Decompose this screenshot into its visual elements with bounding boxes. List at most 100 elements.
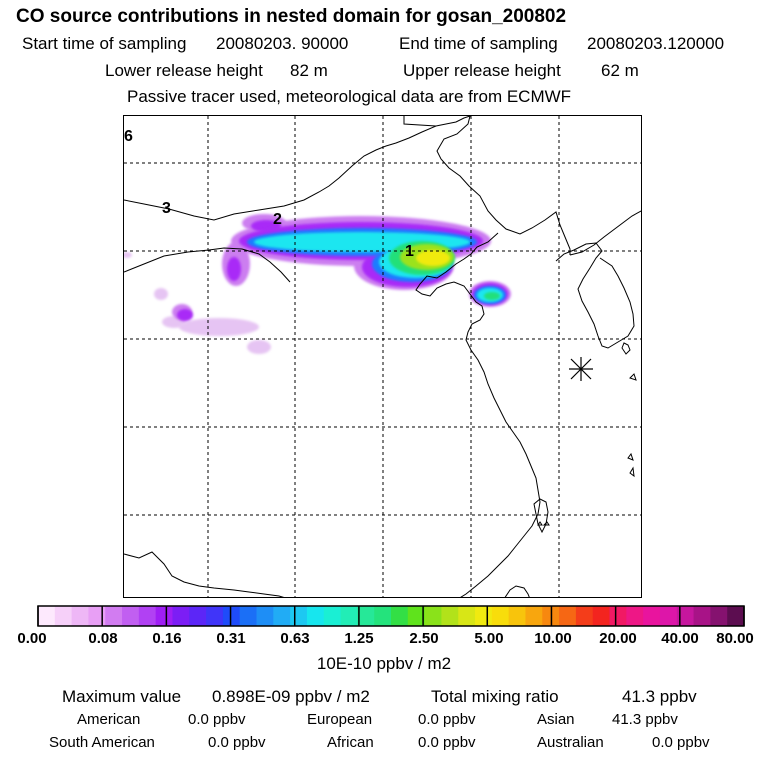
- border-line: [403, 116, 437, 127]
- china-province-border-line: [124, 247, 291, 283]
- colorbar-swatch: [54, 606, 73, 626]
- colorbar-swatch: [643, 606, 661, 626]
- colorbar-swatch: [206, 606, 224, 626]
- total-mixing-ratio-value: 41.3 ppbv: [622, 687, 697, 706]
- colorbar-tick-label: 2.50: [409, 630, 439, 647]
- australian-label: Australian: [537, 734, 604, 751]
- colorbar-tick-label: 40.00: [661, 630, 699, 647]
- colorbar-tick-label: 10.00: [534, 630, 572, 647]
- american-label: American: [77, 711, 141, 728]
- plume-purple-patch: [227, 257, 241, 281]
- island-outline: [537, 521, 543, 526]
- china-coast-line: [415, 232, 541, 597]
- tracer-note: Passive tracer used, meteorological data…: [127, 87, 572, 106]
- island-outline: [629, 373, 637, 381]
- start-time-label: Start time of sampling: [22, 34, 187, 53]
- color-scale-bar: [37, 605, 745, 627]
- max-value-value: 0.898E-09 ppbv / m2: [212, 687, 370, 706]
- end-time-label: End time of sampling: [399, 34, 558, 53]
- asterisk-receptor-icon: [569, 357, 593, 381]
- colorbar-swatch: [340, 606, 358, 626]
- korea-coast-line: [555, 242, 635, 349]
- colorbar-swatch: [38, 606, 56, 626]
- total-mixing-ratio-label: Total mixing ratio: [431, 687, 559, 706]
- siberia-coast-line: [569, 210, 641, 256]
- region-label: 6: [124, 128, 133, 145]
- colorbar-swatch: [508, 606, 526, 626]
- plume-faint-patch: [179, 318, 259, 336]
- region-label: 1: [405, 243, 414, 260]
- plume-green-patch: [484, 292, 500, 300]
- colorbar-swatch: [122, 606, 140, 626]
- colorbar-swatch: [626, 606, 644, 626]
- colorbar-swatch: [693, 606, 711, 626]
- colorbar-swatch: [391, 606, 409, 626]
- colorbar-tick-label: 0.08: [88, 630, 118, 647]
- plume-yellow-patch: [416, 250, 450, 266]
- south-american-value: 0.0 ppbv: [208, 734, 266, 751]
- colorbar-swatch: [290, 606, 308, 626]
- asian-label: Asian: [537, 711, 575, 728]
- colorbar-units: 10E-10 ppbv / m2: [316, 654, 452, 673]
- colorbar-swatch: [525, 606, 543, 626]
- map-panel: 6 3 2 1: [123, 115, 642, 598]
- colorbar-swatch: [475, 606, 493, 626]
- island-outline: [629, 466, 635, 478]
- colorbar-swatch: [239, 606, 258, 626]
- colorbar-swatch: [273, 606, 291, 626]
- island-outline: [621, 342, 631, 355]
- asian-value: 41.3 ppbv: [612, 711, 678, 728]
- plume-purple-patch: [177, 309, 193, 321]
- colorbar-swatch: [374, 606, 392, 626]
- colorbar-tick-label: 0.00: [17, 630, 47, 647]
- colorbar-swatch: [458, 606, 476, 626]
- island-outline: [533, 498, 549, 534]
- colorbar-tick-label: 0.16: [152, 630, 182, 647]
- plume-faint-patch: [124, 252, 132, 258]
- european-label: European: [307, 711, 373, 728]
- african-value: 0.0 ppbv: [418, 734, 476, 751]
- coast-outline: [504, 585, 530, 597]
- plume-faint-patch: [154, 288, 168, 300]
- colorbar-swatch: [609, 606, 627, 626]
- colorbar-swatch: [357, 606, 375, 626]
- european-value: 0.0 ppbv: [418, 711, 476, 728]
- colorbar-swatch: [323, 606, 342, 626]
- max-value-label: Maximum value: [62, 687, 182, 706]
- colorbar-swatch: [676, 606, 695, 626]
- lower-release-label: Lower release height: [105, 61, 263, 80]
- start-time-value: 20080203. 90000: [216, 34, 349, 53]
- colorbar-swatch: [575, 606, 594, 626]
- upper-release-value: 62 m: [601, 61, 639, 80]
- colorbar-border: [37, 605, 745, 627]
- colorbar-swatch: [491, 606, 510, 626]
- colorbar-tick-label: 0.63: [280, 630, 310, 647]
- plume-faint-patch: [247, 340, 271, 354]
- colorbar-swatch: [306, 606, 325, 626]
- south-american-label: South American: [49, 734, 155, 751]
- region-label: 2: [273, 211, 282, 228]
- colorbar-swatch: [256, 606, 274, 626]
- colorbar-swatch: [592, 606, 611, 626]
- colorbar-swatch: [424, 606, 442, 626]
- northern-border-line: [124, 116, 471, 221]
- end-time-value: 20080203.120000: [587, 34, 725, 53]
- upper-release-label: Upper release height: [403, 61, 561, 80]
- map-canvas: 6 3 2 1: [124, 116, 641, 597]
- lower-release-value: 82 m: [290, 61, 328, 80]
- co-plume: [124, 214, 511, 354]
- colorbar-swatch: [88, 606, 106, 626]
- colorbar-swatch: [105, 606, 123, 626]
- colorbar-tick-label: 20.00: [599, 630, 637, 647]
- island-outline: [542, 521, 550, 526]
- african-label: African: [327, 734, 374, 751]
- american-value: 0.0 ppbv: [188, 711, 246, 728]
- region-label: 3: [162, 200, 171, 217]
- colorbar-swatch: [559, 606, 577, 626]
- colorbar-swatch: [189, 606, 207, 626]
- colorbar-swatch: [71, 606, 89, 626]
- colorbar-swatch: [172, 606, 190, 626]
- colorbar-swatch: [222, 606, 241, 626]
- colorbar-swatch: [441, 606, 459, 626]
- vietnam-border-line: [124, 551, 285, 597]
